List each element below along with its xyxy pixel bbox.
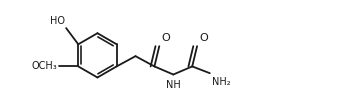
Text: NH₂: NH₂ xyxy=(212,77,231,87)
Text: NH: NH xyxy=(166,80,181,91)
Text: O: O xyxy=(199,33,208,43)
Text: O: O xyxy=(162,33,170,43)
Text: OCH₃: OCH₃ xyxy=(32,61,57,71)
Text: HO: HO xyxy=(50,16,65,26)
